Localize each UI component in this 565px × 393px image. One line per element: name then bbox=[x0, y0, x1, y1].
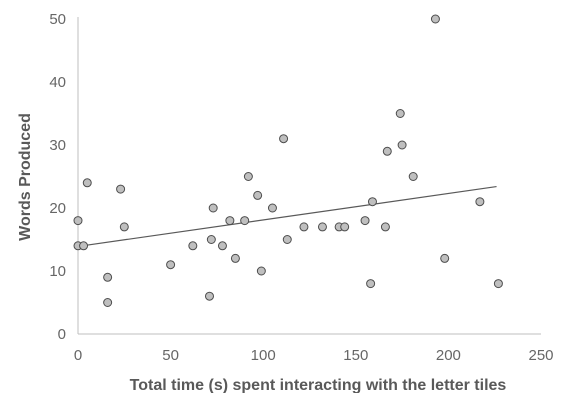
data-point bbox=[279, 134, 289, 144]
data-point bbox=[382, 146, 392, 156]
tick-labels-layer: 0 10 20 30 40 50 0 50 100 150 200 250 bbox=[49, 11, 553, 364]
data-point bbox=[73, 216, 83, 226]
data-point bbox=[395, 109, 405, 118]
data-point bbox=[430, 14, 440, 24]
data-point bbox=[299, 222, 309, 232]
trendline-layer bbox=[77, 185, 497, 248]
data-point bbox=[408, 172, 418, 181]
y-tick-label: 0 bbox=[58, 326, 66, 343]
data-point bbox=[282, 235, 292, 244]
data-point bbox=[253, 190, 263, 200]
y-tick-label: 10 bbox=[49, 263, 66, 280]
x-axis-title: Total time (s) spent interacting with th… bbox=[130, 377, 507, 393]
data-point bbox=[340, 222, 350, 232]
trendline bbox=[77, 185, 497, 248]
data-point bbox=[166, 260, 176, 270]
data-point bbox=[380, 222, 390, 232]
points-layer bbox=[73, 14, 503, 307]
axes-layer bbox=[77, 17, 541, 335]
data-point bbox=[256, 266, 266, 276]
data-point bbox=[208, 203, 218, 213]
data-point bbox=[230, 253, 240, 263]
y-tick-label: 30 bbox=[49, 137, 66, 154]
data-point bbox=[360, 216, 370, 226]
data-point bbox=[79, 241, 89, 251]
x-tick-label: 50 bbox=[162, 347, 179, 364]
data-point bbox=[397, 140, 407, 150]
data-point bbox=[493, 279, 503, 289]
data-point bbox=[119, 222, 129, 232]
data-point bbox=[440, 253, 450, 263]
x-tick-label: 150 bbox=[343, 347, 368, 364]
y-tick-label: 40 bbox=[49, 74, 66, 91]
y-axis-title: Words Produced bbox=[17, 113, 34, 241]
data-point bbox=[116, 184, 126, 194]
x-tick-label: 200 bbox=[436, 347, 461, 364]
data-point bbox=[82, 178, 92, 188]
y-tick-label: 50 bbox=[49, 11, 66, 28]
data-point bbox=[217, 241, 227, 251]
data-point bbox=[206, 235, 216, 244]
data-point bbox=[103, 272, 113, 282]
data-point bbox=[267, 203, 277, 213]
x-tick-label: 0 bbox=[74, 347, 82, 364]
data-point bbox=[243, 172, 253, 181]
data-point bbox=[317, 222, 327, 232]
data-point bbox=[204, 291, 214, 301]
y-tick-label: 20 bbox=[49, 200, 66, 217]
data-point bbox=[367, 197, 377, 207]
data-point bbox=[475, 197, 485, 207]
data-point bbox=[240, 216, 250, 226]
data-point bbox=[103, 298, 113, 307]
data-point bbox=[225, 216, 235, 226]
data-point bbox=[188, 241, 198, 251]
x-tick-label: 100 bbox=[251, 347, 276, 364]
x-tick-label: 250 bbox=[528, 347, 553, 364]
data-point bbox=[366, 279, 376, 289]
